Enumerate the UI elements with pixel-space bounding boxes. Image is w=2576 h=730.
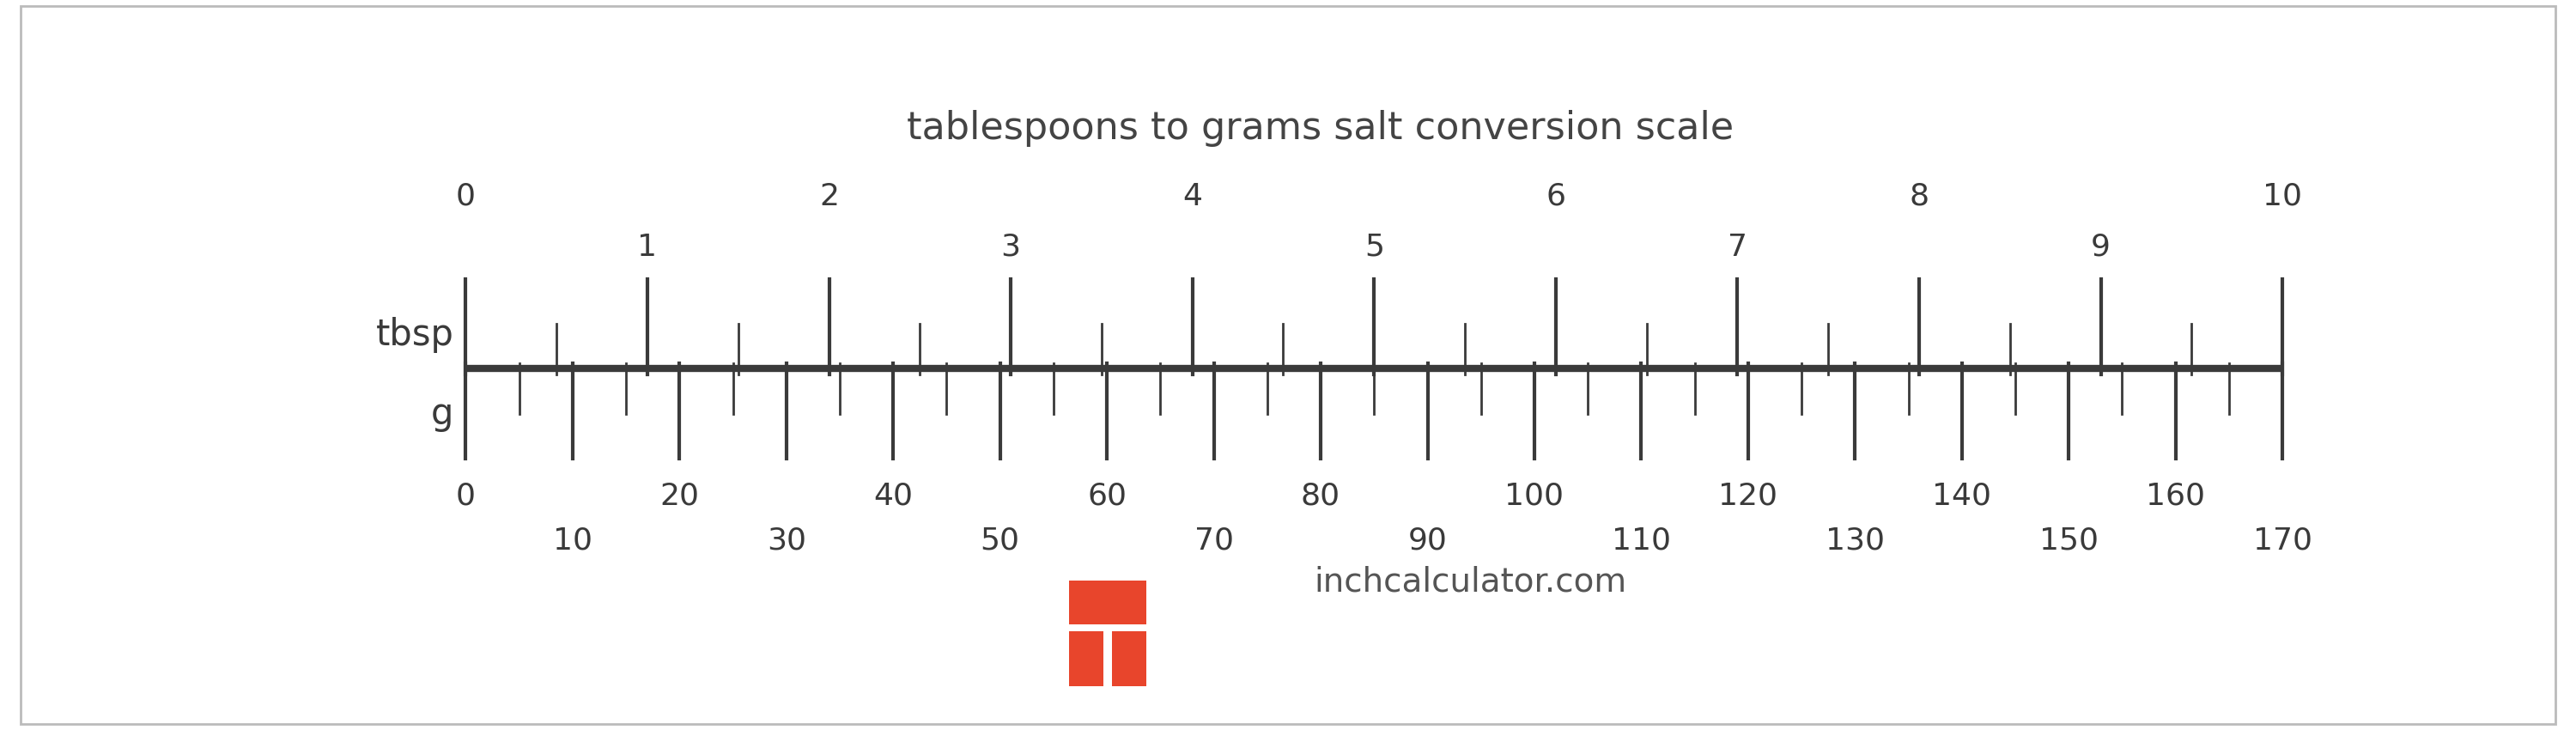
Text: 2: 2 bbox=[819, 182, 840, 211]
Text: 60: 60 bbox=[1087, 481, 1126, 510]
Text: 160: 160 bbox=[2146, 481, 2205, 510]
Text: 9: 9 bbox=[2092, 233, 2110, 262]
Text: 10: 10 bbox=[2262, 182, 2303, 211]
Text: 0: 0 bbox=[456, 182, 477, 211]
Text: 80: 80 bbox=[1301, 481, 1340, 510]
Text: 110: 110 bbox=[1613, 526, 1672, 556]
Text: 90: 90 bbox=[1409, 526, 1448, 556]
Text: tbsp: tbsp bbox=[376, 317, 453, 353]
Text: g: g bbox=[430, 396, 453, 431]
Text: 30: 30 bbox=[768, 526, 806, 556]
Text: 0: 0 bbox=[456, 481, 477, 510]
Text: 120: 120 bbox=[1718, 481, 1777, 510]
Text: 70: 70 bbox=[1195, 526, 1234, 556]
Text: 140: 140 bbox=[1932, 481, 1991, 510]
Text: 20: 20 bbox=[659, 481, 698, 510]
Text: 5: 5 bbox=[1365, 233, 1383, 262]
Text: 4: 4 bbox=[1182, 182, 1203, 211]
Text: 3: 3 bbox=[1002, 233, 1020, 262]
Text: 1: 1 bbox=[636, 233, 657, 262]
Text: 40: 40 bbox=[873, 481, 912, 510]
Text: 50: 50 bbox=[981, 526, 1020, 556]
Text: 100: 100 bbox=[1504, 481, 1564, 510]
Text: 170: 170 bbox=[2254, 526, 2313, 556]
Text: 10: 10 bbox=[554, 526, 592, 556]
Text: inchcalculator.com: inchcalculator.com bbox=[1314, 566, 1628, 599]
Text: 6: 6 bbox=[1546, 182, 1566, 211]
Text: 8: 8 bbox=[1909, 182, 1929, 211]
Text: 7: 7 bbox=[1728, 233, 1747, 262]
Text: 150: 150 bbox=[2040, 526, 2099, 556]
Text: 130: 130 bbox=[1826, 526, 1886, 556]
Text: tablespoons to grams salt conversion scale: tablespoons to grams salt conversion sca… bbox=[907, 110, 1734, 147]
